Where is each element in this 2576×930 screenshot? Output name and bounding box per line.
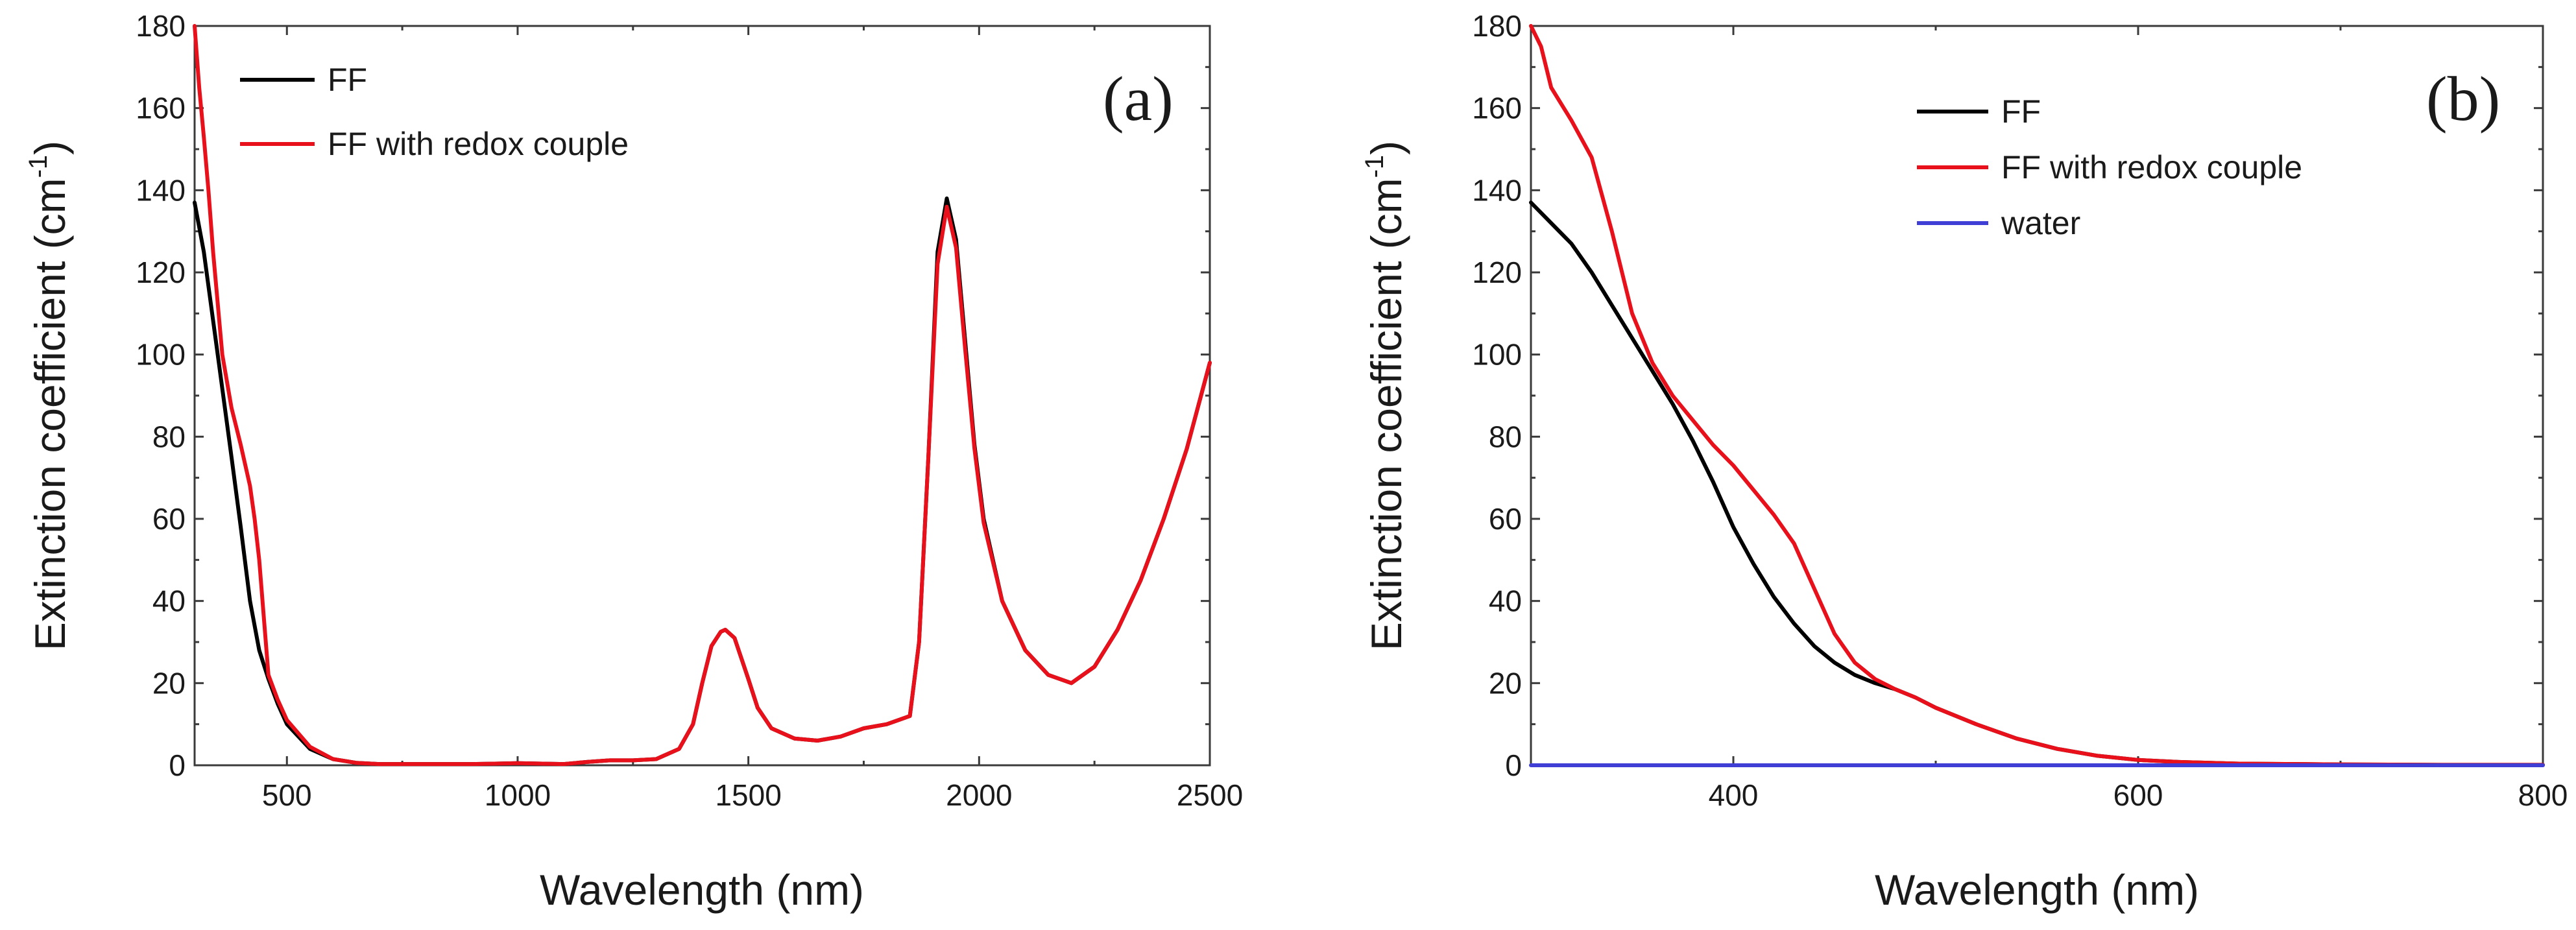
x-tick-label: 1000: [485, 778, 551, 812]
panel-a: 0 20 40 60 80 100 120 140 160 180 500 1000 1500 2000 2…: [24, 9, 1243, 914]
y-axis-title-b-close: ): [1362, 141, 1410, 155]
y-tick-label: 60: [152, 502, 186, 536]
y-tick-label: 160: [1472, 91, 1522, 125]
y-tick-label: 0: [169, 748, 186, 782]
legend-label-ff: FF: [328, 62, 367, 98]
x-axis-title-a: Wavelength (nm): [540, 866, 864, 914]
panel-b: 0 20 40 60 80 100 120 140 160 180 400 600 800 FF FF …: [1360, 9, 2568, 914]
x-tick-label: 2500: [1177, 778, 1243, 812]
x-tick-label: 1500: [715, 778, 781, 812]
panel-label-a: (a): [1103, 64, 1174, 134]
y-tick-label: 0: [1505, 748, 1522, 782]
y-tick-label: 100: [1472, 338, 1522, 372]
x-tick-label: 400: [1709, 778, 1759, 812]
legend-label-water: water: [2001, 205, 2080, 241]
series-group-b: [1529, 24, 2545, 767]
y-axis-title-b: Extinction coefficient (cm-1): [1360, 141, 1410, 650]
series-line-ff-with-redox-couple: [193, 24, 1212, 767]
x-tick-label: 600: [2113, 778, 2163, 812]
y-tick-label: 140: [136, 173, 186, 207]
y-tick-label: 40: [152, 584, 186, 618]
y-axis-title-a-sup: -1: [24, 155, 53, 178]
y-axis-title-b-sup: -1: [1360, 155, 1389, 178]
y-tick-label: 180: [136, 9, 186, 43]
legend-label-ff: FF: [2001, 93, 2041, 130]
legend-a: FF FF with redox couple: [240, 62, 629, 162]
series-group-a: [193, 24, 1212, 767]
y-tick-label: 120: [136, 256, 186, 289]
x-axis-title-b: Wavelength (nm): [1875, 866, 2199, 914]
legend-b: FF FF with redox couple water: [1917, 93, 2302, 241]
y-tick-label: 100: [136, 338, 186, 372]
y-tick-label: 60: [1489, 502, 1522, 536]
y-tick-label: 180: [1472, 9, 1522, 43]
panel-label-b: (b): [2426, 64, 2500, 134]
legend-label-ff-redox: FF with redox couple: [328, 126, 629, 162]
y-tick-label: 120: [1472, 256, 1522, 289]
y-tick-label: 40: [1489, 584, 1522, 618]
x-tick-label: 800: [2518, 778, 2568, 812]
series-line-ff-with-redox-couple: [1529, 24, 2545, 767]
y-tick-label: 20: [152, 666, 186, 700]
y-axis-title-a-close: ): [26, 141, 74, 155]
y-tick-label: 160: [136, 91, 186, 125]
y-axis-title-a-main: Extinction coefficient (cm: [26, 178, 74, 650]
y-tick-label: 80: [152, 420, 186, 453]
tick-group-a: 0 20 40 60 80 100 120 140 160 180 500 1000 1500 2000 2…: [136, 9, 1243, 812]
tick-group-b: 0 20 40 60 80 100 120 140 160 180 400 600 800: [1472, 9, 2568, 812]
legend-label-ff-redox: FF with redox couple: [2001, 149, 2302, 185]
y-tick-label: 140: [1472, 173, 1522, 207]
y-axis-title-a: Extinction coefficient (cm-1): [24, 141, 74, 650]
y-axis-title-b-main: Extinction coefficient (cm: [1362, 178, 1410, 650]
x-tick-label: 500: [262, 778, 312, 812]
x-tick-label: 2000: [946, 778, 1012, 812]
y-tick-label: 20: [1489, 666, 1522, 700]
y-tick-label: 80: [1489, 420, 1522, 453]
